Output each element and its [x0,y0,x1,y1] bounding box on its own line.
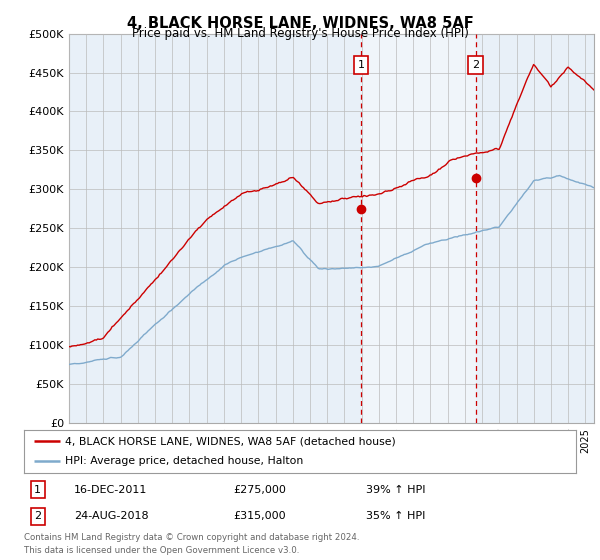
Text: 24-AUG-2018: 24-AUG-2018 [74,511,148,521]
Text: 1: 1 [358,60,364,70]
Text: £315,000: £315,000 [234,511,286,521]
Text: 4, BLACK HORSE LANE, WIDNES, WA8 5AF: 4, BLACK HORSE LANE, WIDNES, WA8 5AF [127,16,473,31]
Text: 1: 1 [34,485,41,495]
Text: Contains HM Land Registry data © Crown copyright and database right 2024.
This d: Contains HM Land Registry data © Crown c… [24,533,359,554]
Text: 2: 2 [34,511,41,521]
Text: 39% ↑ HPI: 39% ↑ HPI [366,485,426,495]
Text: 16-DEC-2011: 16-DEC-2011 [74,485,147,495]
Text: Price paid vs. HM Land Registry's House Price Index (HPI): Price paid vs. HM Land Registry's House … [131,27,469,40]
Text: £275,000: £275,000 [234,485,287,495]
Text: 4, BLACK HORSE LANE, WIDNES, WA8 5AF (detached house): 4, BLACK HORSE LANE, WIDNES, WA8 5AF (de… [65,436,396,446]
Text: 35% ↑ HPI: 35% ↑ HPI [366,511,425,521]
Text: 2: 2 [472,60,479,70]
Bar [361,34,476,423]
Text: HPI: Average price, detached house, Halton: HPI: Average price, detached house, Halt… [65,456,304,466]
